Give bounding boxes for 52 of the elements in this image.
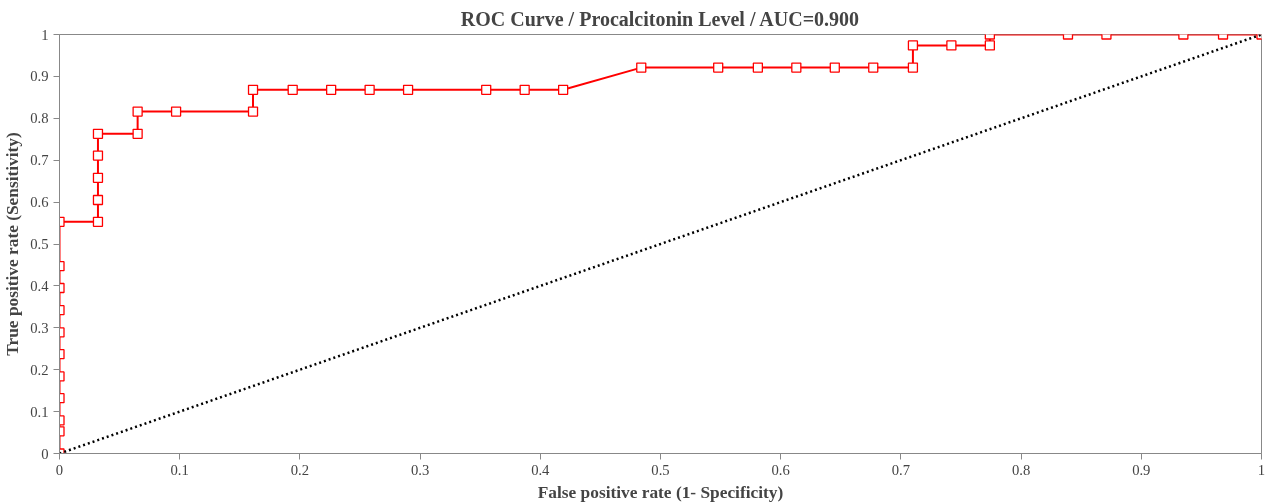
point [287,84,298,95]
point [92,150,104,161]
point [791,62,802,73]
point [170,106,182,117]
point [907,62,919,73]
y-tick-label: 0.8 [30,110,49,127]
point [326,84,337,95]
point [713,62,724,73]
x-tick-label: 0 [55,461,64,478]
point [907,40,919,51]
x-axis-title: False positive rate (1- Specificity) [537,482,784,502]
point [829,62,840,73]
y-tick-label: 0.3 [30,319,49,336]
point [247,106,259,117]
point [984,40,995,51]
point [752,62,764,73]
y-tick-label: 0 [41,445,49,462]
x-tick-label: 0.2 [290,461,310,478]
point [402,84,414,95]
point [247,84,259,95]
point [519,84,530,95]
chart-title: ROC Curve / Procalcitonin Level / AUC=0.900 [460,7,860,30]
point [92,172,104,183]
point [92,128,104,139]
point [868,62,879,73]
x-tick-label: 1 [1257,461,1266,478]
y-tick-label: 0.5 [30,236,49,252]
x-tick-label: 0.1 [170,461,189,478]
x-tick-label: 0.4 [531,461,551,478]
y-tick-label: 0.2 [30,361,49,378]
x-tick-label: 0.5 [651,461,670,478]
point [92,216,104,227]
y-tick-label: 0.1 [30,403,49,420]
point [481,84,492,95]
y-tick-label: 0.4 [30,277,50,294]
x-tick-label: 0.7 [891,461,911,478]
y-tick-label: 0.9 [30,68,49,85]
point [92,194,104,206]
x-tick-label: 0.6 [771,461,790,478]
point [557,84,569,95]
y-tick-label: 1 [41,26,49,43]
point [636,62,647,73]
x-tick-label: 0.3 [410,461,430,478]
point [132,106,143,117]
point [132,128,143,139]
point [364,84,375,95]
x-tick-label: 0.8 [1011,461,1031,478]
y-tick-label: 0.7 [30,152,49,169]
y-tick-label: 0.6 [30,194,49,211]
x-tick-label: 0.9 [1132,461,1151,478]
point [946,40,957,51]
y-axis-title: True positive rate (Sensitivity) [3,132,23,356]
